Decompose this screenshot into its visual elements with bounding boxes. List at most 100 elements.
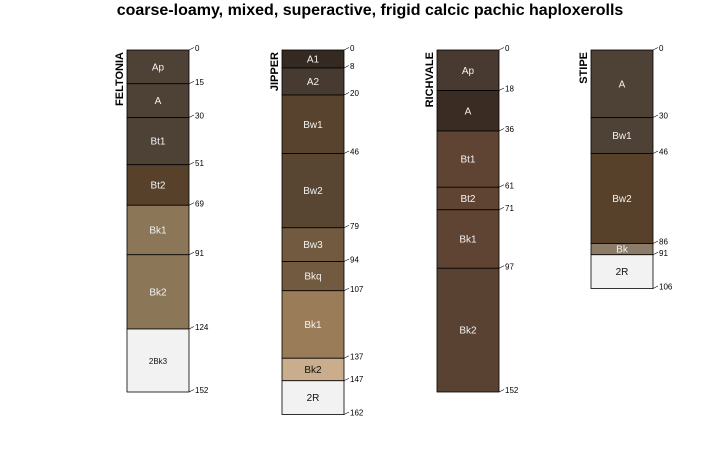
horizon-label: Bk1 [149,226,167,237]
depth-label: 79 [350,222,359,231]
horizon-label: Bt2 [150,181,165,192]
horizon-a [590,49,654,118]
depth-label: 0 [659,44,664,53]
depth-tick [343,224,350,229]
depth-label: 15 [195,78,204,87]
depth-tick [652,47,659,51]
depth-tick [652,240,659,244]
depth-label: 106 [659,283,673,292]
depth-label: 152 [195,386,209,395]
depth-tick [188,114,195,118]
depth-tick [498,128,505,132]
depth-label: 20 [350,89,359,98]
horizon-bk1 [281,290,345,359]
depth-label: 91 [195,249,204,258]
horizon-label: Bkq [304,272,321,283]
horizon-bk2 [436,267,500,393]
horizon-bkq [281,261,345,292]
depth-tick [188,202,195,206]
depth-tick [343,258,350,262]
depth-label: 69 [195,199,204,208]
depth-label: 46 [350,148,359,157]
depth-tick [343,65,350,69]
horizon-bt1 [436,130,500,188]
depth-tick [188,326,195,330]
horizon-bk1 [436,209,500,269]
depth-label: 124 [195,323,209,332]
horizon-label: 2R [307,393,320,404]
depth-label: 147 [350,375,364,384]
soil-profile-stipe: STIPE A Bw1 Bw2 Bk 2R 0 30 46 86 91 106 [578,44,673,292]
depth-label: 162 [350,409,364,418]
horizon-label: Bw2 [612,194,632,205]
horizon-label: 2Bk3 [149,357,168,366]
depth-label: 152 [505,386,519,395]
horizon-label: Bw3 [303,240,323,251]
depth-label: 71 [505,204,514,213]
horizon-bw2 [590,153,654,244]
depth-label: 8 [350,62,355,71]
horizon-label: Bk1 [459,235,477,246]
profile-name: FELTONIA [114,52,126,106]
depth-label: 36 [505,125,514,134]
depth-label: 0 [195,44,200,53]
depth-label: 0 [505,44,510,53]
horizon-2r [281,380,345,415]
horizon-bt2 [126,164,190,206]
depth-tick [188,251,195,256]
horizon-bk2 [126,254,190,330]
depth-label: 30 [195,112,204,121]
depth-label: 18 [505,85,514,94]
depth-tick [498,389,505,393]
horizon-ap [126,49,190,85]
depth-label: 97 [505,262,514,271]
horizon-label: Bt1 [150,137,165,148]
depth-tick [343,47,350,51]
horizon-bw1 [590,117,654,154]
horizon-label: Ap [462,66,475,77]
horizon-label: Bk2 [459,326,477,337]
depth-tick [343,92,350,96]
horizon-bw2 [281,153,345,229]
depth-tick [343,355,350,359]
horizon-label: A [619,79,626,90]
depth-tick [652,114,659,118]
horizon-label: Ap [152,62,165,73]
depth-tick [652,285,659,289]
depth-label: 86 [659,238,668,247]
horizon-label: Bw2 [303,186,323,197]
horizon-label: A1 [307,55,320,66]
horizon-2bk3 [126,328,190,393]
depth-tick [498,184,505,188]
depth-label: 107 [350,285,364,294]
depth-label: 61 [505,181,514,190]
depth-tick [188,389,195,393]
profile-name: RICHVALE [424,52,436,107]
depth-tick [188,47,195,51]
depth-tick [343,411,350,415]
horizon-bw1 [281,94,345,154]
horizon-label: Bk2 [304,365,322,376]
page-title: coarse-loamy, mixed, superactive, frigid… [116,2,624,19]
soil-profile-richvale: RICHVALE Ap A Bt1 Bt2 Bk1 Bk2 0 18 36 61 71 97 152 [424,44,519,395]
depth-tick [343,287,350,292]
horizon-2r [590,254,654,289]
depth-tick [498,265,505,269]
horizon-label: Bt1 [460,155,475,166]
depth-tick [652,150,659,154]
horizon-label: Bw1 [303,120,323,131]
depth-label: 30 [659,112,668,121]
depth-label: 137 [350,352,364,361]
horizon-a2 [281,67,345,96]
depth-label: 91 [659,249,668,258]
depth-label: 0 [350,44,355,53]
horizon-bt1 [126,117,190,166]
depth-tick [188,80,195,85]
horizon-label: A [155,96,162,107]
horizon-label: Bt2 [460,194,475,205]
depth-tick [343,377,350,382]
depth-label: 94 [350,256,359,265]
depth-tick [498,87,505,91]
horizon-label: Bk1 [304,320,322,331]
